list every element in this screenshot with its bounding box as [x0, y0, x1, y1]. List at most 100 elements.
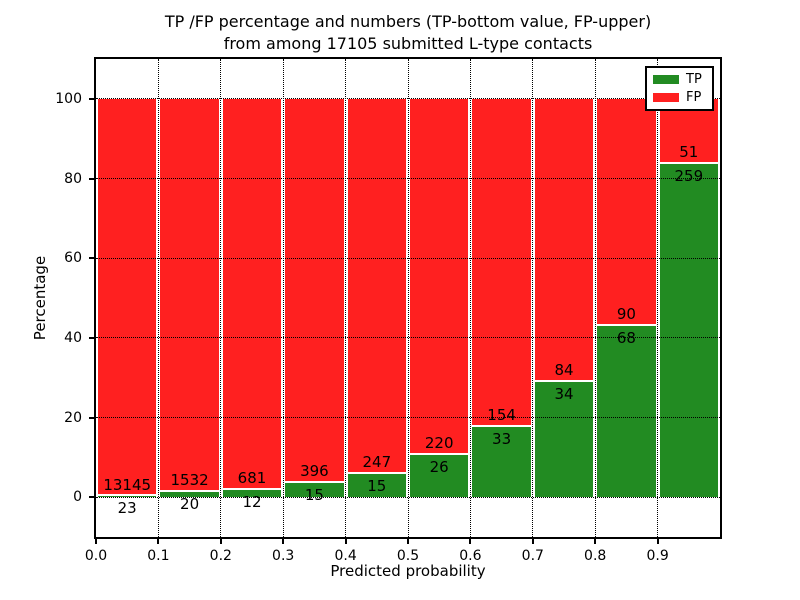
fp-count-label: 1532	[170, 471, 209, 490]
tp-count-label: 34	[554, 385, 574, 404]
y-tick-label: 100	[55, 90, 82, 107]
legend-label-fp: FP	[686, 90, 702, 105]
bar-segment-tp	[160, 492, 219, 498]
x-tick-mark	[344, 539, 347, 544]
tp-color-swatch	[653, 75, 679, 84]
fp-count-label: 681	[237, 469, 267, 488]
fp-count-label: 396	[300, 461, 329, 480]
bar-segment-fp	[472, 98, 531, 427]
legend-entry-fp: FP	[653, 91, 706, 104]
y-tick-label: 20	[64, 409, 82, 426]
bar-segment-fp	[98, 98, 157, 497]
bar-segment-tp	[285, 482, 344, 498]
y-tick-mark	[89, 97, 94, 100]
x-tick-mark	[95, 539, 97, 544]
legend-entry-tp: TP	[653, 73, 706, 86]
gridline-horizontal	[96, 496, 720, 498]
gridline-horizontal	[96, 178, 720, 179]
bar-segment-fp	[410, 98, 469, 456]
axis-spine-bottom	[94, 537, 722, 539]
bar-segment-tp	[222, 490, 282, 498]
x-tick-mark	[157, 539, 160, 544]
legend: TP FP	[645, 66, 714, 111]
fp-count-label: 13145	[103, 475, 152, 494]
plot-area: 13145 23 1532 20 681 12 396 15 247 15 220 26 154 33 84…	[55, 57, 722, 564]
bar-segment-fp	[597, 98, 656, 326]
fp-count-label: 154	[487, 405, 516, 424]
tp-count-label: 20	[180, 495, 200, 514]
gridline-vertical	[532, 59, 534, 537]
gridline-vertical	[657, 59, 659, 537]
bar-segment-fp	[222, 98, 282, 491]
bar-segment-tp	[410, 455, 469, 498]
gridline-horizontal	[96, 98, 720, 100]
gridline-vertical	[157, 59, 159, 537]
axis-spine-left	[94, 57, 96, 539]
x-tick-label: 0.9	[646, 548, 669, 564]
x-tick-label: 0.7	[521, 548, 544, 564]
tp-count-label: 23	[117, 499, 137, 518]
fp-count-label: 220	[424, 434, 454, 453]
y-tick-label: 40	[64, 329, 82, 346]
axis-spine-right	[720, 57, 722, 539]
y-tick-mark	[89, 177, 94, 180]
fp-color-swatch	[653, 93, 679, 102]
fp-count-label: 90	[616, 304, 636, 323]
x-tick-mark	[407, 539, 409, 544]
bar-segment-tp	[659, 164, 718, 498]
x-axis-label: Predicted probability	[330, 562, 486, 580]
y-axis-label: Percentage	[31, 255, 49, 341]
x-tick-label: 0.5	[396, 548, 420, 564]
gridline-horizontal	[96, 417, 720, 418]
fp-count-label: 247	[362, 453, 392, 472]
gridline-vertical	[345, 59, 347, 537]
x-tick-label: 0.8	[584, 548, 607, 564]
y-tick-mark	[89, 496, 94, 499]
y-tick-label: 80	[64, 170, 82, 187]
legend-label-tp: TP	[686, 72, 702, 87]
bar-segment-tp	[347, 474, 406, 498]
bar-segment-fp	[347, 98, 406, 475]
tp-count-label: 259	[674, 167, 704, 186]
gridline-horizontal	[96, 257, 720, 259]
x-tick-label: 0.0	[84, 548, 108, 564]
tp-count-label: 68	[616, 328, 636, 347]
gridline-vertical	[594, 59, 596, 537]
x-tick-mark	[282, 539, 285, 544]
chart-title-line2: from among 17105 submitted L-type contac…	[223, 34, 593, 53]
gridline-vertical	[220, 59, 222, 537]
y-tick-label: 0	[73, 489, 82, 506]
x-tick-label: 0.3	[272, 548, 295, 564]
x-tick-label: 0.4	[334, 548, 357, 564]
tp-count-label: 15	[304, 485, 324, 504]
y-tick-mark	[89, 336, 94, 339]
gridline-vertical	[407, 59, 409, 537]
y-tick-mark	[89, 416, 94, 419]
x-tick-mark	[656, 539, 659, 544]
axis-spine-top	[94, 57, 722, 59]
fp-count-label: 51	[679, 143, 699, 162]
x-tick-label: 0.6	[459, 548, 482, 564]
y-tick-mark	[89, 257, 94, 260]
x-tick-mark	[219, 539, 222, 544]
bar-segment-tp	[597, 325, 656, 498]
gridline-vertical	[282, 59, 284, 537]
tp-count-label: 15	[367, 477, 387, 496]
bar-segment-fp	[160, 98, 219, 493]
tp-count-label: 26	[429, 458, 449, 477]
tp-count-label: 33	[492, 429, 512, 448]
bar-segment-tp	[534, 382, 594, 498]
x-tick-mark	[531, 539, 534, 544]
fp-count-label: 84	[554, 361, 574, 380]
x-tick-mark	[469, 539, 472, 544]
y-tick-label: 60	[64, 250, 82, 267]
x-tick-label: 0.2	[209, 548, 232, 564]
x-tick-mark	[594, 539, 597, 544]
tp-count-label: 12	[242, 493, 262, 512]
bar-segment-fp	[285, 98, 344, 483]
bar-segment-fp	[534, 98, 594, 383]
chart-title-line1: TP /FP percentage and numbers (TP-bottom…	[164, 12, 652, 31]
bar-segment-tp	[472, 426, 531, 498]
x-tick-label: 0.1	[147, 548, 170, 564]
